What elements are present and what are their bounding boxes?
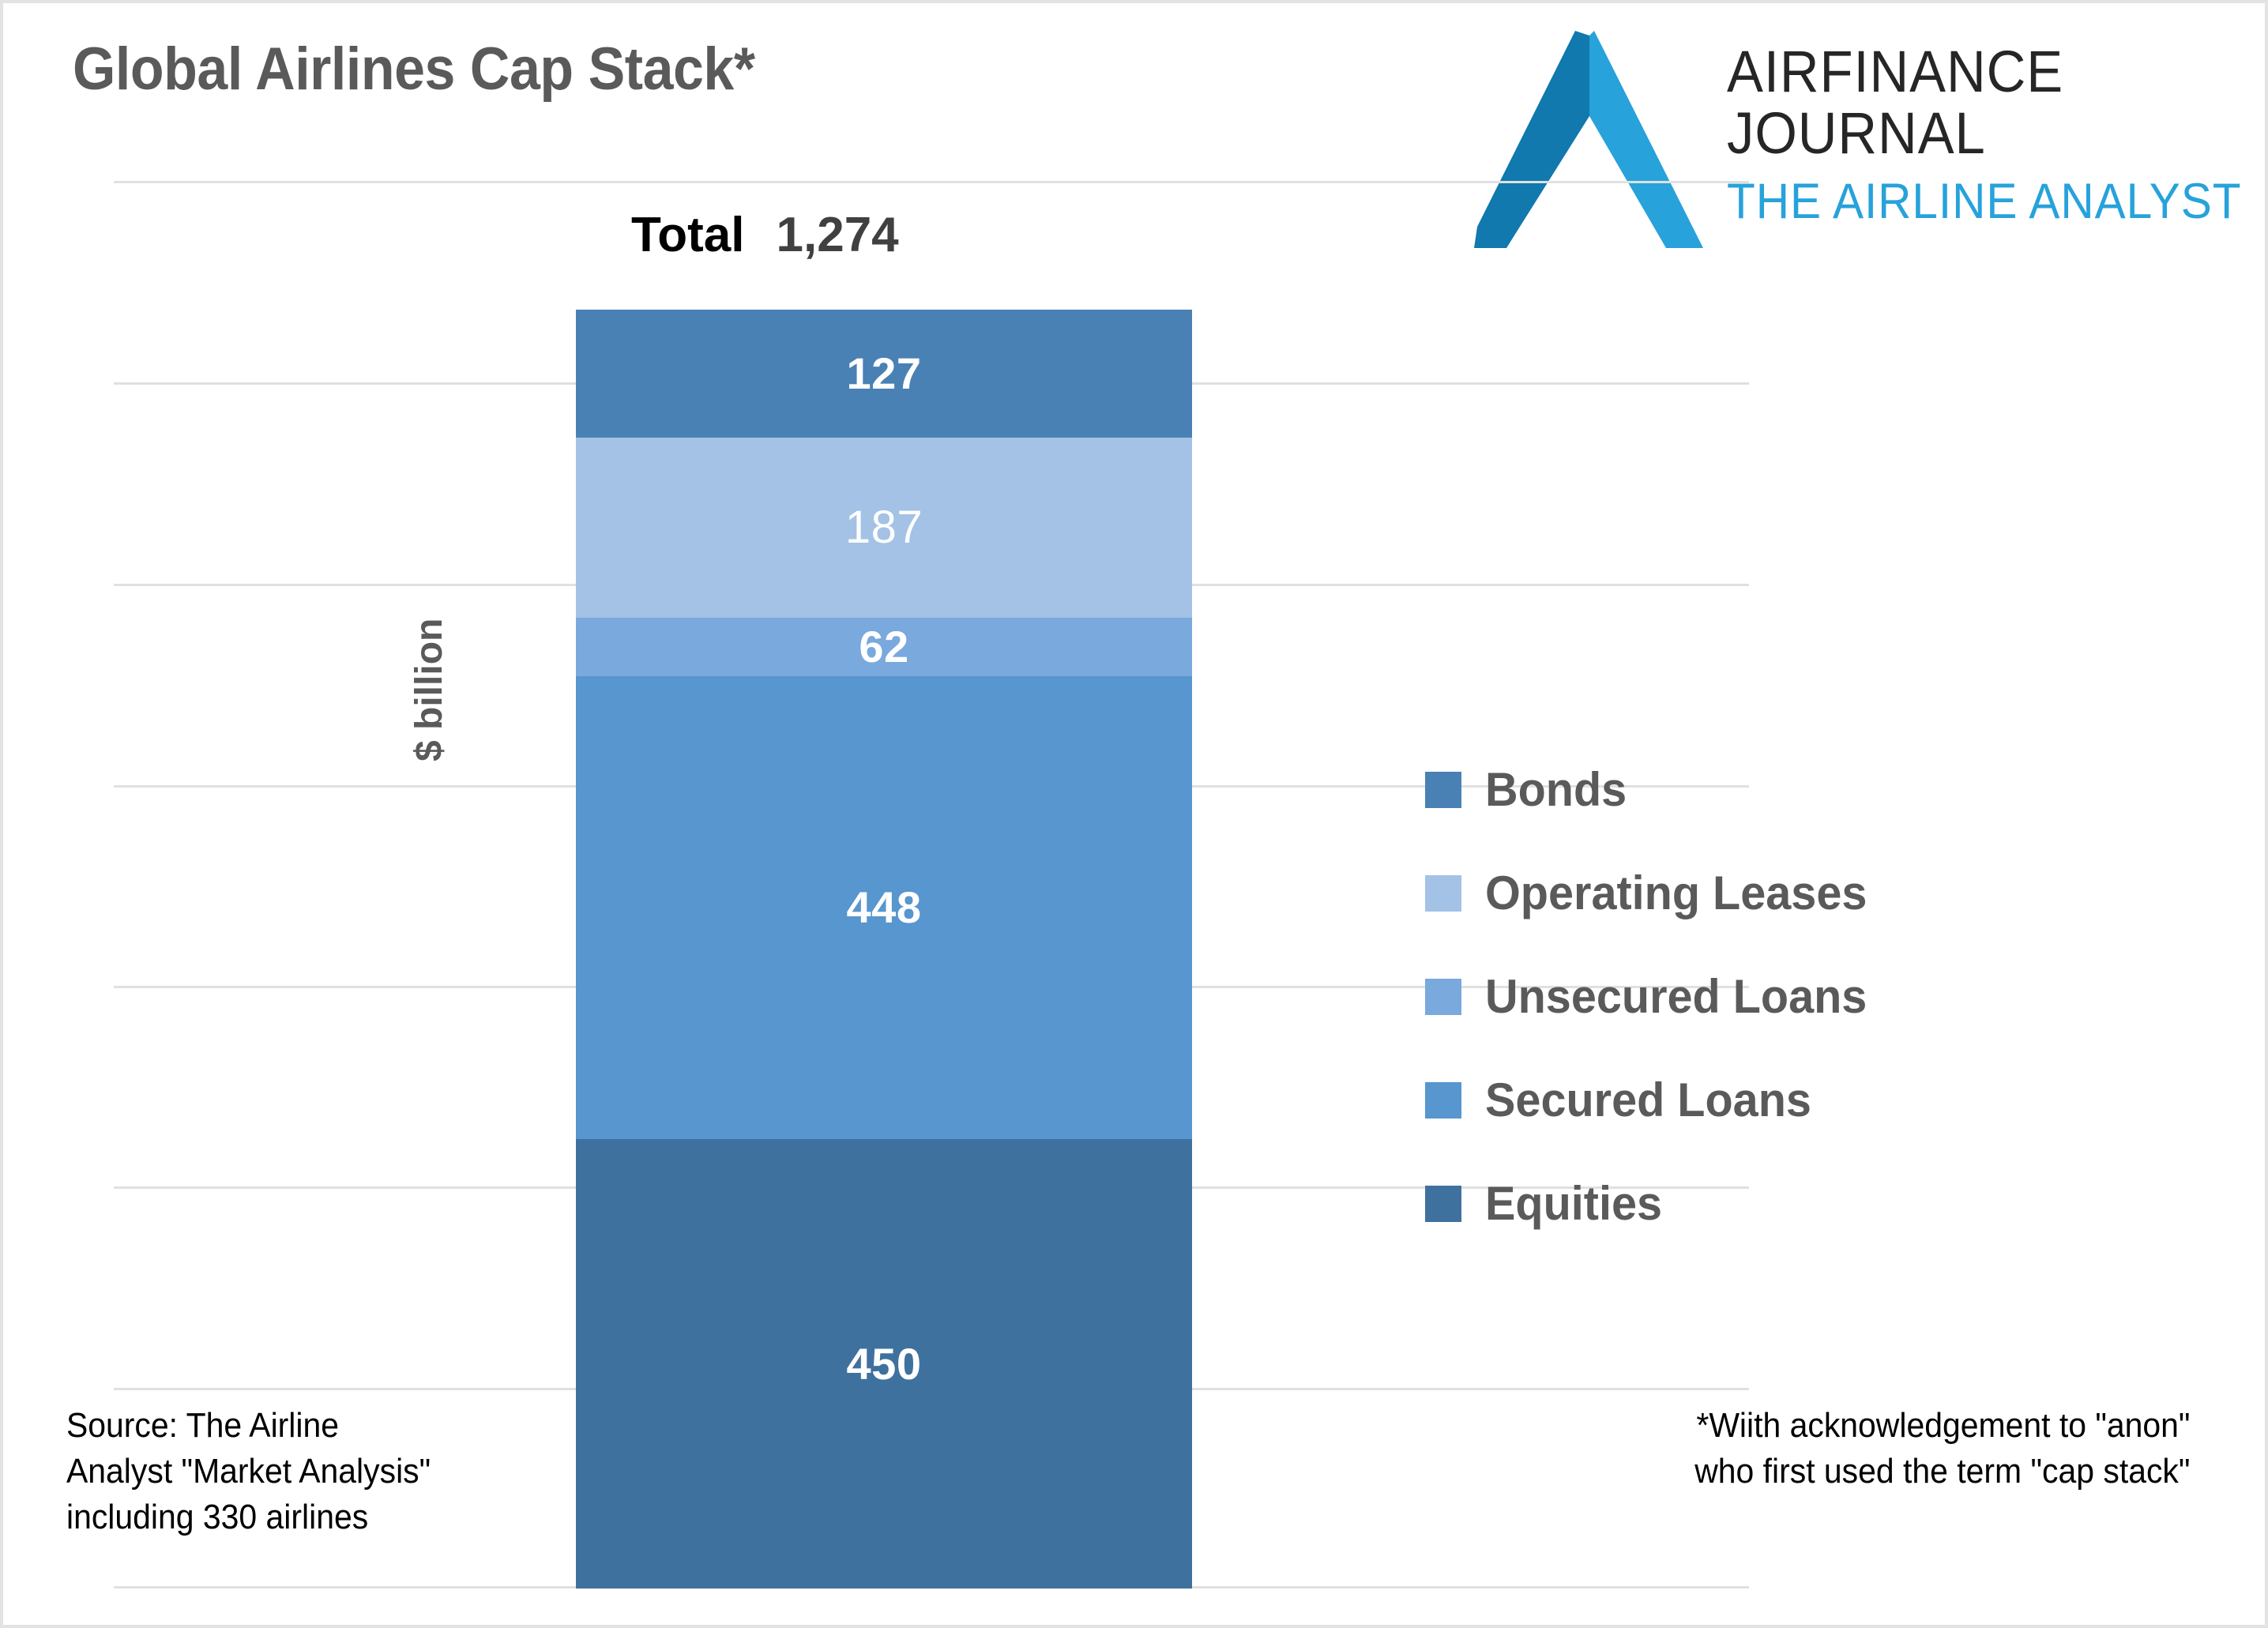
bar-segment-value-bonds: 127 <box>846 348 922 398</box>
legend-item-bonds[interactable]: Bonds <box>1425 738 1883 841</box>
bar-segment-value-operating-leases: 187 <box>844 502 923 553</box>
total-annotation: Total 1,274 <box>631 207 899 263</box>
legend-label-operating-leases: Operating Leases <box>1485 867 1867 919</box>
legend-swatch-icon <box>1425 771 1461 808</box>
bar-segment-operating-leases[interactable]: 187 <box>576 438 1192 618</box>
bar-segment-bonds[interactable]: 127 <box>576 310 1192 438</box>
logo-tagline: THE AIRLINE ANALYST <box>1727 173 2242 229</box>
legend-label-equities: Equities <box>1485 1177 1663 1230</box>
legend-item-operating-leases[interactable]: Operating Leases <box>1425 841 1883 945</box>
bar-segment-value-unsecured-loans: 62 <box>859 622 909 671</box>
logo-wordmark: AIRFINANCE JOURNAL THE AIRLINE ANALYST <box>1727 27 2248 230</box>
legend-label-bonds: Bonds <box>1485 763 1627 816</box>
total-value: 1,274 <box>776 208 899 262</box>
legend-swatch-icon <box>1425 874 1461 912</box>
total-label: Total <box>631 208 745 262</box>
bar-segment-value-equities: 450 <box>846 1338 922 1389</box>
legend-swatch-icon <box>1425 978 1461 1015</box>
logo-line-airfinance: AIRFINANCE <box>1727 39 2064 104</box>
legend-label-secured-loans: Secured Loans <box>1485 1073 1811 1126</box>
chart-legend: Bonds Operating Leases Unsecured Loans S… <box>1425 738 1883 1255</box>
airfinance-journal-logo: AIRFINANCE JOURNAL THE AIRLINE ANALYST <box>1474 27 2256 248</box>
bar-segment-unsecured-loans[interactable]: 62 <box>576 618 1192 676</box>
legend-item-unsecured-loans[interactable]: Unsecured Loans <box>1425 945 1883 1048</box>
page-title: Global Airlines Cap Stack* <box>73 36 755 103</box>
legend-item-equities[interactable]: Equities <box>1425 1152 1883 1255</box>
legend-item-secured-loans[interactable]: Secured Loans <box>1425 1048 1883 1152</box>
chevron-a-logo-icon <box>1474 31 1703 248</box>
gridline <box>114 181 1749 183</box>
legend-swatch-icon <box>1425 1185 1461 1222</box>
legend-swatch-icon <box>1425 1081 1461 1119</box>
legend-label-unsecured-loans: Unsecured Loans <box>1485 970 1867 1023</box>
y-axis-title: $ billion <box>408 618 450 761</box>
bar-segment-value-secured-loans: 448 <box>846 882 922 932</box>
bar-segment-secured-loans[interactable]: 448 <box>576 676 1192 1139</box>
logo-line-journal: JOURNAL <box>1727 100 1986 167</box>
source-note: Source: The Airline Analyst "Market Anal… <box>66 1406 431 1537</box>
footnote-note: *Wiith acknowledgement to "anon" who fir… <box>1694 1406 2190 1491</box>
stacked-bar[interactable]: 127 187 62 448 450 <box>576 310 1192 1589</box>
bar-segment-equities[interactable]: 450 <box>576 1139 1192 1589</box>
